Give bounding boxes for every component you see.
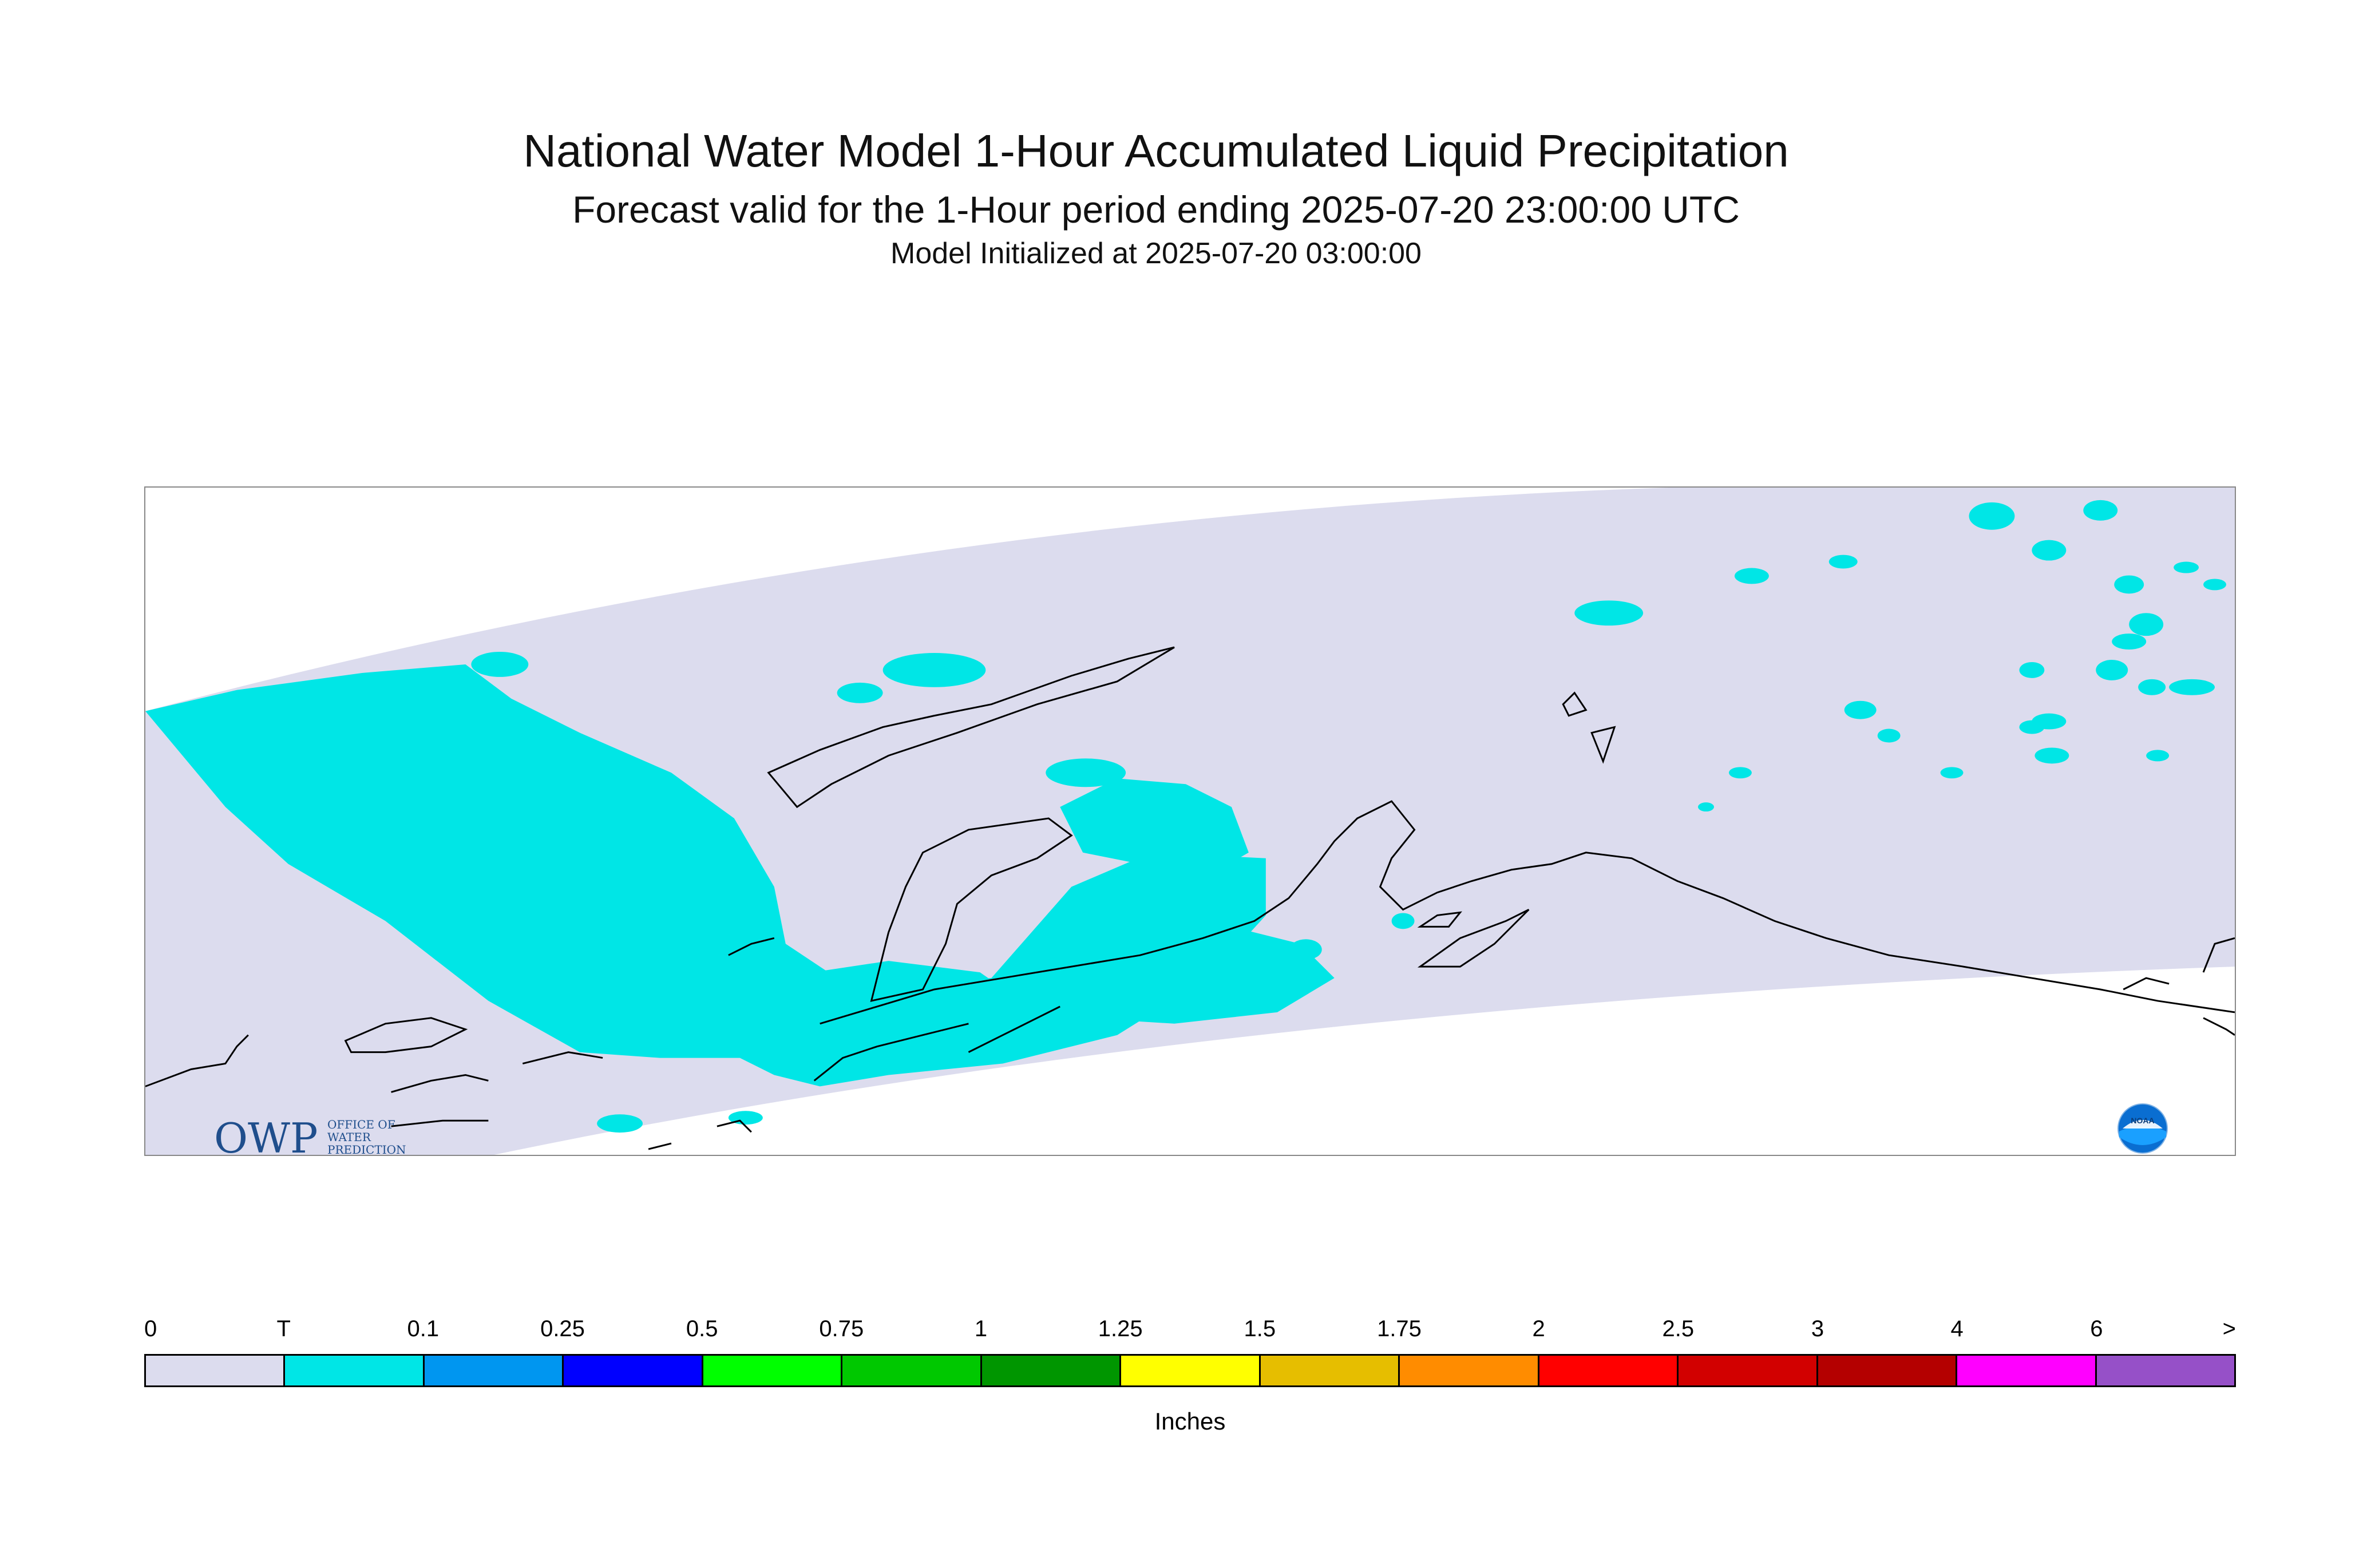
legend-tick-label: 4 — [1950, 1316, 1964, 1341]
legend-swatch — [1539, 1356, 1679, 1385]
svg-text:OWP: OWP — [214, 1114, 318, 1156]
map-panel: OWP OFFICE OF WATER PREDICTION NOAA — [144, 486, 2236, 1156]
legend-swatch — [842, 1356, 982, 1385]
legend-tick-label: 1.5 — [1244, 1316, 1276, 1341]
legend-swatch — [1400, 1356, 1539, 1385]
owp-logo: OWP OFFICE OF WATER PREDICTION — [214, 1114, 406, 1156]
legend-swatch — [1121, 1356, 1261, 1385]
legend-swatch — [1679, 1356, 1818, 1385]
noaa-logo: NOAA — [2117, 1103, 2168, 1154]
legend-tick-labels: 0 T 0.1 0.25 0.5 0.75 1 1.25 1.5 1.75 2 2.5 3 4 6 > — [144, 1316, 2236, 1351]
legend-tick-label: 2 — [1532, 1316, 1545, 1341]
legend-swatch — [2096, 1356, 2235, 1385]
legend-tick-label: 1 — [974, 1316, 988, 1341]
legend-swatch — [146, 1356, 286, 1385]
legend-swatch — [1818, 1356, 1958, 1385]
legend-swatch — [703, 1356, 843, 1385]
coastlines — [145, 646, 2235, 1150]
legend-swatch — [1957, 1356, 2097, 1385]
legend-swatch — [285, 1356, 425, 1385]
svg-text:PREDICTION: PREDICTION — [327, 1143, 406, 1156]
legend-swatch — [424, 1356, 564, 1385]
precipitation-map — [145, 488, 2235, 1155]
legend-tick-label: > — [2222, 1316, 2236, 1341]
legend-swatch — [1260, 1356, 1400, 1385]
svg-text:NOAA: NOAA — [2131, 1116, 2154, 1125]
map-title: National Water Model 1-Hour Accumulated … — [523, 125, 1789, 176]
map-subtitle: Forecast valid for the 1-Hour period end… — [572, 188, 1740, 231]
legend-tick-label: 0.1 — [407, 1316, 440, 1341]
legend-tick-label: 0.5 — [686, 1316, 718, 1341]
color-legend: 0 T 0.1 0.25 0.5 0.75 1 1.25 1.5 1.75 2 2.5 3 4 6 > Inc… — [144, 1316, 2236, 1442]
init-time-label: Model Initialized at 2025-07-20 03:00:00 — [890, 237, 1422, 270]
legend-tick-label: 6 — [2090, 1316, 2103, 1341]
legend-tick-label: T — [276, 1316, 291, 1341]
legend-tick-label: 2.5 — [1662, 1316, 1695, 1341]
legend-tick-label: 1.25 — [1098, 1316, 1143, 1341]
legend-tick-label: 0.25 — [540, 1316, 585, 1341]
legend-swatch — [564, 1356, 703, 1385]
legend-tick-label: 0.75 — [819, 1316, 864, 1341]
legend-tick-label: 1.75 — [1377, 1316, 1422, 1341]
legend-color-bar — [144, 1354, 2236, 1387]
legend-tick-label: 0 — [144, 1316, 157, 1341]
svg-text:WATER: WATER — [327, 1130, 371, 1144]
svg-text:OFFICE OF: OFFICE OF — [327, 1118, 395, 1131]
legend-unit-label: Inches — [1154, 1408, 1226, 1435]
legend-swatch — [981, 1356, 1122, 1385]
legend-tick-label: 3 — [1811, 1316, 1824, 1341]
